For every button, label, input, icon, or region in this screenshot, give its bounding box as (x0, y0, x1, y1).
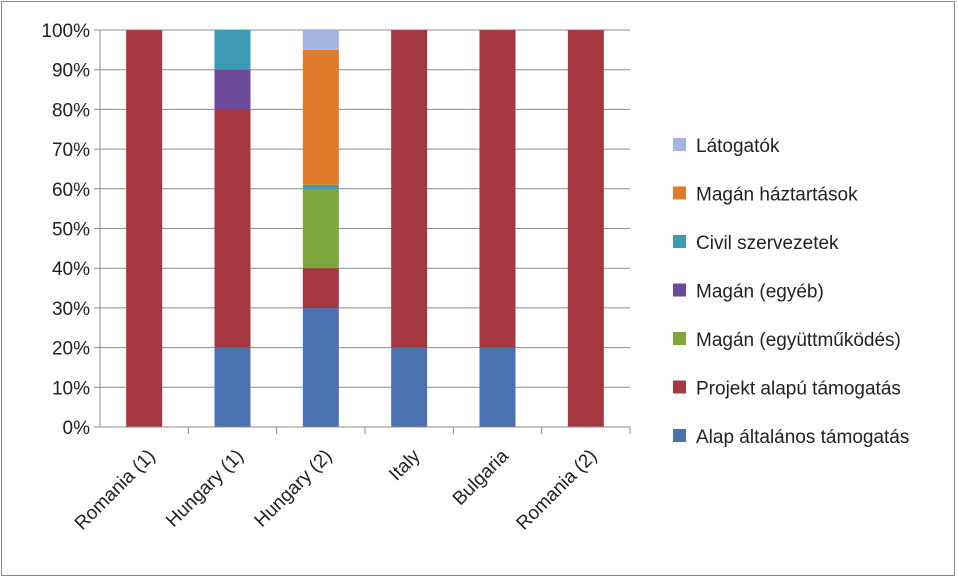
legend-label: Látogatók (696, 136, 780, 157)
bars (126, 30, 604, 427)
bar-segment (214, 30, 251, 70)
x-tick-label: Hungary (2) (251, 446, 337, 532)
x-tick-label: Hungary (1) (162, 446, 248, 532)
bar-segment (214, 347, 251, 427)
legend-swatch (673, 186, 686, 200)
legend-label: Magán háztartások (696, 185, 858, 206)
bar-segment (567, 30, 604, 427)
bar-segment (302, 307, 339, 427)
bar-segment (302, 268, 339, 308)
bar-segment (479, 30, 516, 348)
bar-segment (214, 69, 251, 110)
x-tick-label: Romania (1) (71, 446, 160, 535)
bar-segment (302, 184, 339, 189)
bar-segment (391, 347, 428, 427)
y-tick-label: 100% (41, 21, 90, 42)
x-axis: Romania (1) Hungary (1) Hungary (2) Italy Bu… (71, 426, 631, 535)
y-axis: 0% 10% 20% 30% 40% 50% 60% 70% 80% 90% 100% (41, 21, 101, 439)
y-tick-label: 10% (52, 378, 90, 399)
x-tick-label: Romania (2) (513, 446, 602, 535)
y-tick-label: 70% (52, 140, 90, 161)
bar-segment (214, 109, 251, 348)
legend-label: Projekt alapú támogatás (696, 379, 901, 400)
legend: Látogatók Magán háztartások Civil szerveze… (673, 136, 909, 448)
y-tick-label: 40% (52, 259, 90, 280)
legend-label: Magán (együttműködés) (696, 330, 901, 351)
legend-swatch (673, 332, 686, 345)
y-tick-label: 20% (52, 339, 90, 360)
y-tick-label: 90% (52, 61, 90, 82)
y-tick-label: 0% (63, 418, 91, 439)
y-tick-label: 50% (52, 220, 90, 241)
y-tick-label: 80% (52, 100, 90, 121)
x-tick-label: Bulgaria (449, 445, 513, 509)
legend-swatch (673, 138, 686, 151)
bar-segment (302, 188, 339, 269)
bar-segment (302, 49, 339, 185)
bar-segment (479, 347, 516, 427)
legend-label: Alap általános támogatás (696, 427, 909, 448)
legend-label: Magán (egyéb) (696, 282, 824, 303)
y-tick-label: 60% (52, 180, 90, 201)
x-tick-label: Italy (385, 445, 425, 485)
y-tick-label: 30% (52, 299, 90, 320)
legend-swatch (673, 283, 686, 297)
legend-swatch (673, 429, 686, 442)
bar-segment (391, 30, 428, 348)
bar-segment (126, 30, 163, 427)
bar-segment (302, 30, 339, 50)
legend-swatch (673, 235, 686, 248)
legend-swatch (673, 380, 686, 394)
gridlines (94, 29, 630, 428)
legend-label: Civil szervezetek (696, 233, 839, 254)
